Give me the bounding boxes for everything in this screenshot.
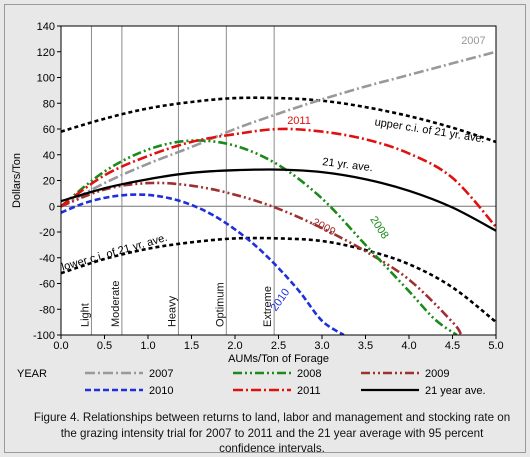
y-tick-label: 20 xyxy=(43,176,55,188)
series-line xyxy=(61,193,345,335)
legend-label: 2010 xyxy=(149,385,173,397)
series-line xyxy=(61,236,496,324)
plot-area xyxy=(61,26,496,335)
x-tick-label: 2.5 xyxy=(271,340,286,352)
x-tick-label: 0.5 xyxy=(97,340,112,352)
figure-caption: Figure 4. Relationships between returns … xyxy=(33,411,511,455)
y-tick-label: -40 xyxy=(39,253,55,265)
y-tick-label: 140 xyxy=(37,21,55,33)
x-tick-label: 5.0 xyxy=(488,340,503,352)
series-line xyxy=(61,127,496,228)
y-tick-label: 100 xyxy=(37,73,55,85)
x-tick-label: 2.0 xyxy=(227,340,242,352)
stocking-rate-label: Optimum xyxy=(214,282,226,327)
stocking-rate-label: Heavy xyxy=(166,295,178,327)
x-tick-label: 4.5 xyxy=(445,340,460,352)
y-axis-label: Dollars/Ton xyxy=(11,153,23,208)
series-line xyxy=(61,181,463,335)
stocking-rate-label: Moderate xyxy=(110,281,122,327)
y-tick-label: 40 xyxy=(43,150,55,162)
series-line xyxy=(61,168,496,232)
series-annotation: 2011 xyxy=(287,115,311,127)
x-tick-label: 4.0 xyxy=(401,340,416,352)
y-tick-label: -80 xyxy=(39,304,55,316)
y-tick-label: 80 xyxy=(43,98,55,110)
figure-frame: Light Moderate Heavy Optimum Extreme 2007 2008… xyxy=(4,4,526,455)
chart: Light Moderate Heavy Optimum Extreme20072008… xyxy=(11,21,504,397)
y-tick-label: -100 xyxy=(33,330,55,342)
legend-label: 2007 xyxy=(149,368,173,380)
x-tick-label: 0.0 xyxy=(53,340,68,352)
legend-label: 2008 xyxy=(297,368,321,380)
x-tick-label: 3.0 xyxy=(314,340,329,352)
legend-label: 21 year ave. xyxy=(425,385,486,397)
series-annotation: 2007 xyxy=(461,35,485,47)
y-tick-label: 0 xyxy=(49,201,55,213)
series-line xyxy=(61,96,496,144)
legend-label: 2011 xyxy=(297,385,321,397)
series-line xyxy=(61,50,496,208)
stocking-rate-label: Light xyxy=(79,303,91,327)
x-tick-label: 1.0 xyxy=(140,340,155,352)
legend-label: 2009 xyxy=(425,368,449,380)
legend-title: YEAR xyxy=(17,368,47,380)
x-axis-label: AUMs/Ton of Forage xyxy=(228,353,329,365)
series-line xyxy=(61,139,458,335)
x-tick-label: 3.5 xyxy=(358,340,373,352)
y-tick-label: 120 xyxy=(37,47,55,59)
y-tick-label: 60 xyxy=(43,124,55,136)
x-tick-label: 1.5 xyxy=(184,340,199,352)
y-tick-label: -20 xyxy=(39,227,55,239)
stocking-rate-label: Extreme xyxy=(262,286,274,327)
y-tick-label: -60 xyxy=(39,279,55,291)
